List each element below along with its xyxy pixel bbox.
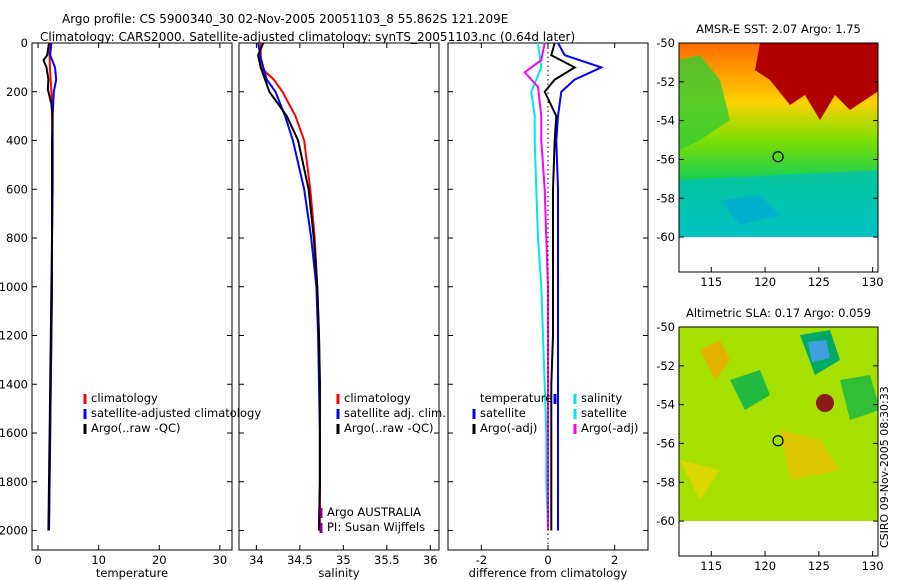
map-empty-area <box>679 237 878 272</box>
legend-entry-sal-satellite-label: satellite <box>581 406 627 420</box>
y-tick-label: 600 <box>6 182 28 196</box>
x-axis-label: temperature <box>96 566 168 580</box>
legend-entry-label: Argo(..raw -QC) <box>344 421 434 435</box>
series-line-salinity-argo-adj- <box>523 42 549 531</box>
legend-title-temperature: temperature <box>480 391 552 405</box>
x-tick-label: 34.5 <box>287 553 313 567</box>
y-tick-label: 1600 <box>0 426 28 440</box>
y-tick-label: -52 <box>656 75 675 89</box>
series-line-temperature-satellite <box>555 42 605 531</box>
x-tick-label: 125 <box>808 275 830 289</box>
y-tick-label: 1000 <box>0 280 28 294</box>
y-tick-label: -60 <box>656 514 675 528</box>
x-tick-label: -2 <box>476 553 487 567</box>
y-tick-label: -50 <box>656 320 675 334</box>
legend-entry-label: Argo(..raw -QC) <box>91 421 181 435</box>
sst-heatmap-field <box>679 43 878 237</box>
legend-entry-label: satellite adj. clim. <box>344 406 446 420</box>
map-frame <box>678 326 879 557</box>
argo-float-marker <box>772 435 784 447</box>
x-tick-label: 115 <box>700 275 722 289</box>
x-tick-label: 20 <box>152 553 167 567</box>
x-tick-label: 30 <box>213 553 228 567</box>
y-tick-label: -56 <box>656 436 675 450</box>
x-tick-label: 35 <box>336 553 351 567</box>
x-tick-label: 36 <box>423 553 438 567</box>
map-title: Altimetric SLA: 0.17 Argo: 0.059 <box>686 306 871 320</box>
legend-entry-label: climatology <box>91 391 158 405</box>
argo-float-marker <box>772 151 784 163</box>
x-axis-label: salinity <box>318 566 359 580</box>
legend-entry-label: climatology <box>344 391 411 405</box>
title-line-2: Climatology: CARS2000. Satellite-adjuste… <box>40 30 576 44</box>
sla-heatmap-field <box>679 327 878 521</box>
series-line-argo-raw-qc- <box>257 42 321 531</box>
annotation-label: Argo AUSTRALIA <box>327 505 421 519</box>
series-line-temperature-argo-adj- <box>543 42 577 531</box>
title-line-1: Argo profile: CS 5900340_30 02-Nov-2005 … <box>62 12 509 26</box>
x-tick-label: 120 <box>754 559 776 573</box>
series-line-argo-raw-qc- <box>42 42 54 531</box>
x-tick-label: 35.5 <box>374 553 400 567</box>
map-panel-1: Altimetric SLA: 0.17 Argo: 0.059 115 120 12… <box>656 306 883 573</box>
y-tick-label: 1800 <box>0 475 28 489</box>
x-tick-label: 10 <box>91 553 106 567</box>
x-tick-label: 130 <box>862 559 884 573</box>
series-line-climatology <box>259 43 321 531</box>
watermark-label: CSIRO 09-Nov-2005 08:30:33 <box>878 386 891 548</box>
y-tick-label: 1200 <box>0 329 28 343</box>
y-tick-label: 1400 <box>0 377 28 391</box>
map-title: AMSR-E SST: 2.07 Argo: 1.75 <box>696 22 861 36</box>
map-panel-0: AMSR-E SST: 2.07 Argo: 1.75 115 120 125 130 -… <box>656 22 883 289</box>
x-tick-label: 120 <box>754 275 776 289</box>
y-tick-label: 2000 <box>0 524 28 538</box>
x-tick-label: 0 <box>34 553 41 567</box>
legend-entry-sal-argo-label: Argo(-adj) <box>581 421 638 435</box>
x-tick-label: 0 <box>544 553 551 567</box>
legend-entry-label: satellite-adjusted climatology <box>91 406 261 420</box>
x-tick-label: 2 <box>611 553 618 567</box>
y-tick-label: -58 <box>656 475 675 489</box>
annotation-label: PI: Susan Wijffels <box>327 520 425 534</box>
legend-title-salinity: salinity <box>581 391 622 405</box>
panel-frame <box>31 42 233 551</box>
x-tick-label: 34 <box>249 553 264 567</box>
y-tick-label: 400 <box>6 134 28 148</box>
series-line-salinity-satellite <box>530 42 549 531</box>
y-tick-label: -58 <box>656 191 675 205</box>
panel-frame <box>238 42 440 551</box>
x-axis-label: difference from climatology <box>469 566 628 580</box>
y-tick-label: -60 <box>656 230 675 244</box>
y-tick-label: -50 <box>656 36 675 50</box>
y-tick-label: -54 <box>656 114 675 128</box>
x-tick-label: 130 <box>862 275 884 289</box>
y-tick-label: -52 <box>656 359 675 373</box>
y-tick-label: 200 <box>6 85 28 99</box>
y-tick-label: -56 <box>656 152 675 166</box>
y-tick-label: -54 <box>656 398 675 412</box>
profile-panel-1: 34 34.5 35 35.5 36 salinity climatologysatelli… <box>238 42 446 580</box>
x-tick-label: 115 <box>700 559 722 573</box>
x-tick-label: 125 <box>808 559 830 573</box>
y-tick-label: 800 <box>6 231 28 245</box>
y-tick-label: 0 <box>21 36 28 50</box>
series-line-satellite-adj-clim- <box>257 42 321 531</box>
map-empty-area <box>679 521 878 556</box>
legend-entry-temp-argo-label: Argo(-adj) <box>480 421 537 435</box>
legend-entry-temp-satellite-label: satellite <box>480 406 526 420</box>
map-frame <box>678 42 879 273</box>
profile-panel-0: 0 10 20 30 0 200 400 600 800 1000 1200 1400 1600 1800… <box>0 36 261 580</box>
